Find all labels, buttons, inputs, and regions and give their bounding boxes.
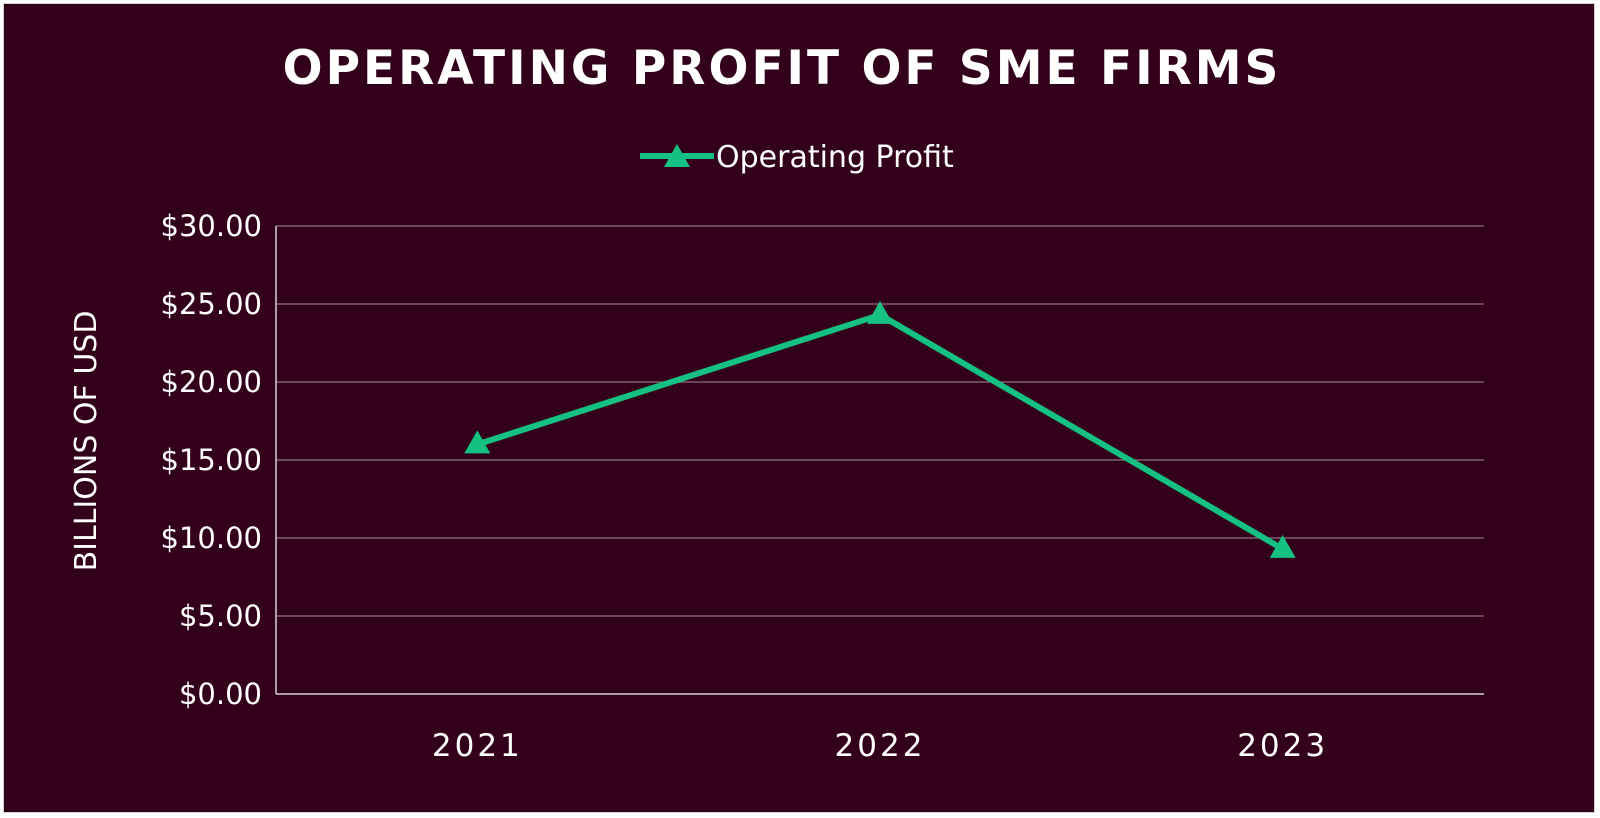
x-tick-labels: 2021 2022 2023 [432,728,1328,764]
series-operating-profit [464,300,1296,558]
y-tick-label: $0.00 [179,677,262,711]
y-tick-label: $10.00 [161,521,262,555]
legend-label: Operating Profit [716,140,954,175]
data-point-triangle-marker [867,300,893,324]
y-axis-label: BILLIONS OF USD [69,311,104,572]
x-tick-label: 2021 [432,728,523,764]
y-tick-label: $30.00 [161,209,262,243]
x-tick-label: 2023 [1237,728,1328,764]
y-tick-labels: $0.00 $5.00 $10.00 $15.00 $20.00 $25.00 $30.00 [161,209,262,711]
legend-triangle-marker-icon [664,144,690,167]
y-tick-label: $5.00 [179,599,262,633]
data-point-triangle-marker [1269,534,1296,558]
y-tick-label: $15.00 [161,443,262,477]
chart-frame: OPERATING PROFIT OF SME FIRMS Operating … [3,3,1595,813]
axes [275,226,1484,695]
x-tick-label: 2022 [835,728,926,764]
data-point-triangle-marker [464,430,491,454]
legend: Operating Profit [640,140,954,175]
chart-title: OPERATING PROFIT OF SME FIRMS [283,41,1282,96]
chart-background [4,4,1594,812]
line-chart: OPERATING PROFIT OF SME FIRMS Operating … [4,4,1594,812]
y-tick-label: $20.00 [161,365,262,399]
y-tick-label: $25.00 [161,287,262,321]
